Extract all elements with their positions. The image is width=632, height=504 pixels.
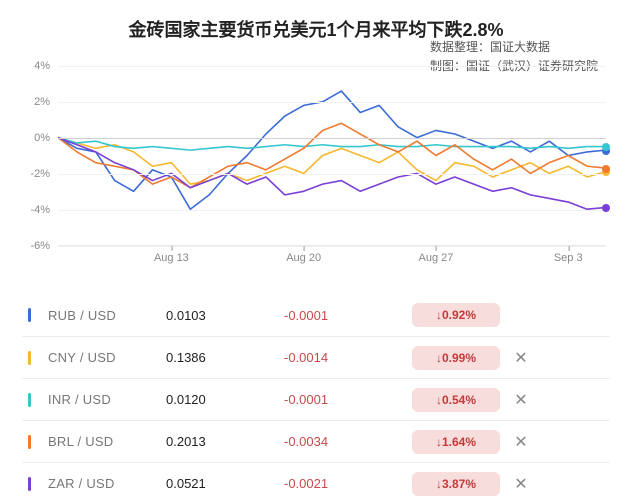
- y-tick-label: -6%: [30, 240, 50, 252]
- currency-pair-label: INR / USD: [48, 392, 158, 407]
- remove-row-icon[interactable]: ✕: [508, 432, 534, 452]
- price-change: -0.0001: [284, 308, 404, 323]
- currency-pair-label: BRL / USD: [48, 434, 158, 449]
- price-change: -0.0014: [284, 350, 404, 365]
- remove-row-icon[interactable]: ✕: [508, 474, 534, 494]
- remove-row-icon[interactable]: ✕: [508, 348, 534, 368]
- price-value: 0.0521: [166, 476, 276, 491]
- pct-change-badge: ↓0.99%: [412, 346, 500, 370]
- remove-row-icon[interactable]: ✕: [508, 390, 534, 410]
- price-change: -0.0001: [284, 392, 404, 407]
- series-end-marker[interactable]: [602, 143, 610, 151]
- table-row[interactable]: ZAR / USD 0.0521 -0.0021 ↓3.87% ✕: [22, 462, 610, 504]
- x-tick-label: Sep 3: [554, 252, 583, 264]
- grid-line: [58, 138, 606, 139]
- series-line[interactable]: [58, 91, 606, 209]
- price-value: 0.0120: [166, 392, 276, 407]
- series-end-marker[interactable]: [602, 204, 610, 212]
- y-tick-label: -4%: [30, 204, 50, 216]
- series-line[interactable]: [58, 138, 606, 185]
- series-line[interactable]: [58, 138, 606, 151]
- price-change: -0.0021: [284, 476, 404, 491]
- table-row[interactable]: INR / USD 0.0120 -0.0001 ↓0.54% ✕: [22, 378, 610, 420]
- series-swatch: [28, 351, 31, 365]
- y-tick-label: 0%: [34, 132, 50, 144]
- x-tick-label: Aug 13: [154, 252, 189, 264]
- grid-line: [58, 210, 606, 211]
- price-value: 0.0103: [166, 308, 276, 323]
- y-tick-label: 4%: [34, 60, 50, 72]
- grid-line: [58, 246, 606, 247]
- currency-pair-label: ZAR / USD: [48, 476, 158, 491]
- table-row[interactable]: CNY / USD 0.1386 -0.0014 ↓0.99% ✕: [22, 336, 610, 378]
- y-tick-label: 2%: [34, 96, 50, 108]
- chart-plot-area[interactable]: [58, 66, 606, 246]
- table-row[interactable]: RUB / USD 0.0103 -0.0001 ↓0.92%: [22, 294, 610, 336]
- line-chart: 4%2%0%-2%-4%-6% Aug 13Aug 20Aug 27Sep 3: [22, 66, 610, 276]
- grid-line: [58, 174, 606, 175]
- series-end-marker[interactable]: [602, 165, 610, 173]
- y-axis: 4%2%0%-2%-4%-6%: [22, 66, 54, 246]
- currency-pair-label: CNY / USD: [48, 350, 158, 365]
- price-value: 0.2013: [166, 434, 276, 449]
- x-tick-label: Aug 20: [286, 252, 321, 264]
- pct-change-badge: ↓0.92%: [412, 303, 500, 327]
- pct-change-badge: ↓0.54%: [412, 388, 500, 412]
- pct-change-badge: ↓1.64%: [412, 430, 500, 454]
- chart-lines-svg: [58, 66, 606, 245]
- series-swatch: [28, 435, 31, 449]
- x-tick-label: Aug 27: [418, 252, 453, 264]
- table-row[interactable]: BRL / USD 0.2013 -0.0034 ↓1.64% ✕: [22, 420, 610, 462]
- series-line[interactable]: [58, 123, 606, 187]
- credits-line1: 数据整理：国证大数据: [430, 38, 598, 57]
- pct-change-badge: ↓3.87%: [412, 472, 500, 496]
- grid-line: [58, 102, 606, 103]
- series-swatch: [28, 393, 31, 407]
- series-swatch: [28, 477, 31, 491]
- series-swatch: [28, 308, 31, 322]
- y-tick-label: -2%: [30, 168, 50, 180]
- price-value: 0.1386: [166, 350, 276, 365]
- currency-table: RUB / USD 0.0103 -0.0001 ↓0.92% CNY / USD 0.1…: [22, 294, 610, 504]
- price-change: -0.0034: [284, 434, 404, 449]
- currency-pair-label: RUB / USD: [48, 308, 158, 323]
- grid-line: [58, 66, 606, 67]
- x-axis: Aug 13 Aug 20 Aug 27 Sep 3: [58, 252, 606, 268]
